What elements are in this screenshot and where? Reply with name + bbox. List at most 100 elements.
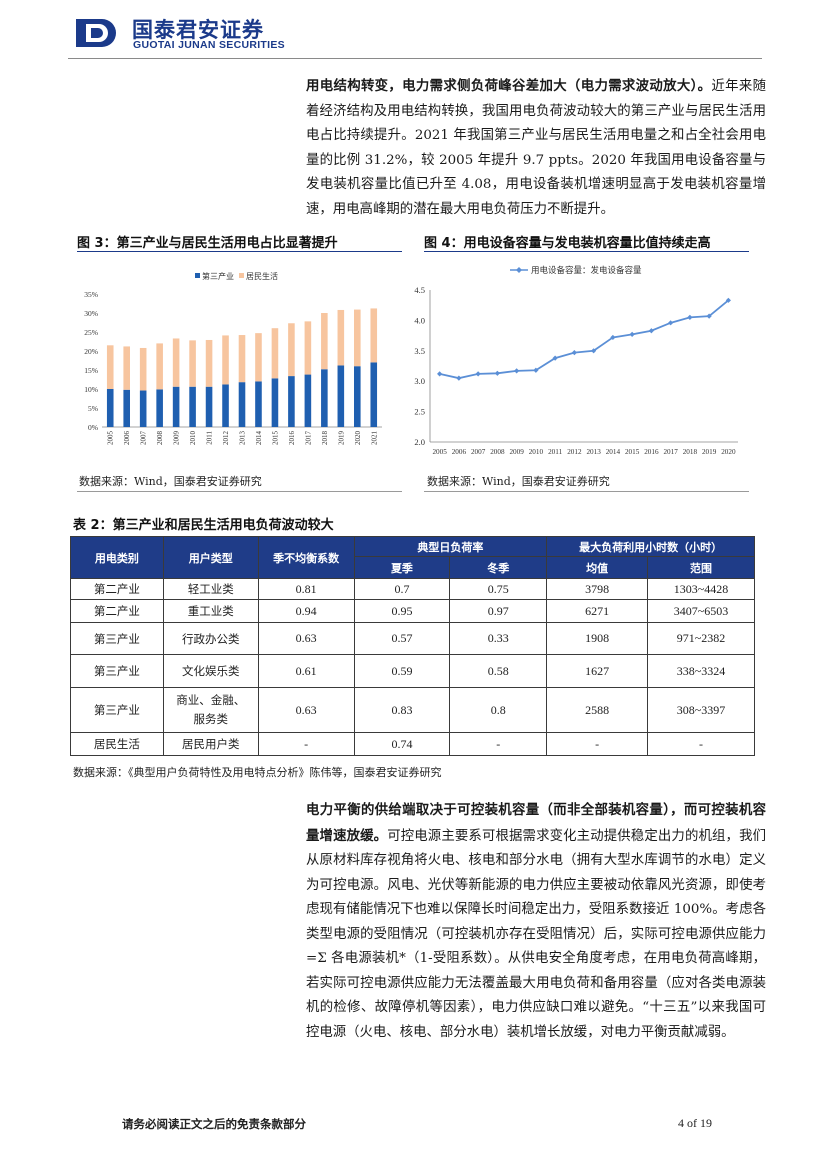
company-name-en: GUOTAI JUNAN SECURITIES <box>133 39 285 51</box>
page-header: 国泰君安证券 GUOTAI JUNAN SECURITIES <box>0 0 827 60</box>
data-point <box>591 348 597 354</box>
x-tick-label: 2021 <box>370 431 378 446</box>
legend-swatch <box>239 273 244 278</box>
bar-residential <box>238 335 246 383</box>
x-tick-label: 2006 <box>452 448 467 456</box>
x-tick-label: 2019 <box>337 431 345 446</box>
table-row: 第三产业 行政办公类 0.63 0.57 0.33 1908 971~2382 <box>70 622 755 655</box>
cell-winter: 0.58 <box>449 654 548 688</box>
x-tick-label: 2015 <box>271 431 279 446</box>
cell-category: 第二产业 <box>70 599 164 623</box>
x-tick-label: 2014 <box>606 448 621 456</box>
table-2-source: 数据来源：《典型用户负荷特性及用电特点分析》陈伟等，国泰君安证券研究 <box>73 766 442 779</box>
bar-tertiary <box>156 389 163 427</box>
bar-tertiary <box>189 386 196 427</box>
bar-residential <box>370 308 378 363</box>
bar-residential <box>156 343 163 390</box>
data-point <box>494 370 500 376</box>
x-tick-label: 2012 <box>567 448 582 456</box>
x-tick-label: 2011 <box>548 448 563 456</box>
data-point <box>610 334 616 341</box>
page-number: 4 of 19 <box>678 1116 712 1130</box>
y-tick-label: 4.5 <box>414 285 425 295</box>
y-tick-label: 25% <box>84 328 98 337</box>
cell-category: 第三产业 <box>70 654 164 688</box>
bar-residential <box>255 333 262 382</box>
data-point <box>552 355 558 361</box>
bar-residential <box>271 328 279 379</box>
x-tick-label: 2005 <box>107 431 115 446</box>
x-tick-label: 2019 <box>702 448 717 456</box>
bar-residential <box>205 339 213 387</box>
x-tick-label: 2015 <box>625 448 640 456</box>
data-point <box>571 350 577 356</box>
y-tick-label: 3.0 <box>414 376 425 386</box>
x-tick-label: 2020 <box>721 448 736 456</box>
cell-mean: 1908 <box>546 622 649 655</box>
bar-tertiary <box>205 386 213 427</box>
data-point <box>687 314 693 320</box>
bar-residential <box>106 345 114 389</box>
cell-mean: - <box>546 732 649 756</box>
y-tick-label: 0% <box>88 423 98 432</box>
y-tick-label: 10% <box>84 385 98 394</box>
legend-marker <box>516 267 522 273</box>
x-tick-label: 2013 <box>586 448 601 456</box>
cell-user-type: 商业、金融、 服务类 <box>162 687 259 733</box>
cell-range: 338~3324 <box>647 654 755 688</box>
y-tick-label: 2.5 <box>414 407 425 417</box>
cell-mean: 2588 <box>546 687 649 733</box>
bar-tertiary <box>222 384 229 427</box>
bar-tertiary <box>271 378 279 427</box>
bar-tertiary <box>321 369 328 427</box>
data-point <box>629 331 635 337</box>
cell-winter: - <box>449 732 548 756</box>
cell-summer: 0.7 <box>353 578 451 600</box>
x-tick-label: 2006 <box>123 431 131 446</box>
figure-3-source: 数据来源：Wind，国泰君安证券研究 <box>79 475 262 488</box>
cell-range: - <box>647 732 755 756</box>
x-tick-label: 2012 <box>222 431 230 446</box>
bar-tertiary <box>370 362 378 427</box>
figure-3-title: 图 3：第三产业与居民生活用电占比显著提升 <box>77 230 402 252</box>
data-point <box>725 297 731 303</box>
cell-user-type-line2: 服务类 <box>193 712 229 726</box>
figure-4-source: 数据来源：Wind，国泰君安证券研究 <box>427 475 610 488</box>
data-point <box>668 320 674 326</box>
x-tick-label: 2020 <box>354 431 362 446</box>
cell-user-type: 轻工业类 <box>162 578 259 600</box>
x-tick-label: 2017 <box>304 431 312 446</box>
cell-mean: 1627 <box>546 654 649 688</box>
cell-summer: 0.95 <box>353 599 451 623</box>
figure-3-stacked-bar-chart: 第三产业 居民生活 0% 5% 10% 15% 20% 25% 30% 35% 2005 2006 20… <box>84 271 382 446</box>
data-point <box>514 368 520 374</box>
paragraph-supply-capacity: 电力平衡的供给端取决于可控装机容量（而非全部装机容量），而可控装机容量增速放缓。… <box>306 798 766 1045</box>
cell-seasonal: 0.81 <box>257 578 355 600</box>
cell-category: 居民生活 <box>70 732 164 756</box>
legend-label: 用电设备容量：发电设备容量 <box>531 265 642 275</box>
paragraph-lead: 用电结构转变，电力需求侧负荷峰谷差加大（电力需求波动放大）。 <box>306 78 712 94</box>
table-row: 第二产业 轻工业类 0.81 0.7 0.75 3798 1303~4428 <box>70 578 755 600</box>
bar-residential <box>321 313 328 370</box>
cell-seasonal: 0.63 <box>257 622 355 655</box>
y-tick-label: 15% <box>84 366 98 375</box>
cell-mean: 6271 <box>546 599 649 623</box>
cell-winter: 0.75 <box>449 578 548 600</box>
figure-3-divider <box>77 491 402 492</box>
legend-label: 第三产业 <box>202 271 234 281</box>
cell-category: 第三产业 <box>70 622 164 655</box>
table-row: 居民生活 居民用户类 - 0.74 - - - <box>70 732 755 756</box>
cell-winter: 0.33 <box>449 622 548 655</box>
bar-residential <box>172 338 180 387</box>
data-point <box>648 328 654 334</box>
data-point <box>706 313 712 319</box>
cell-winter: 0.8 <box>449 687 548 733</box>
header-summer: 夏季 <box>353 556 451 579</box>
header-max-hours: 最大负荷利用小时数（小时） <box>546 536 755 557</box>
data-point <box>475 371 481 377</box>
header-seasonal: 季不均衡系数 <box>257 536 355 579</box>
header-user-type: 用户类型 <box>162 536 259 579</box>
bar-residential <box>354 309 361 367</box>
x-tick-label: 2009 <box>173 431 181 446</box>
bar-residential <box>337 309 345 366</box>
